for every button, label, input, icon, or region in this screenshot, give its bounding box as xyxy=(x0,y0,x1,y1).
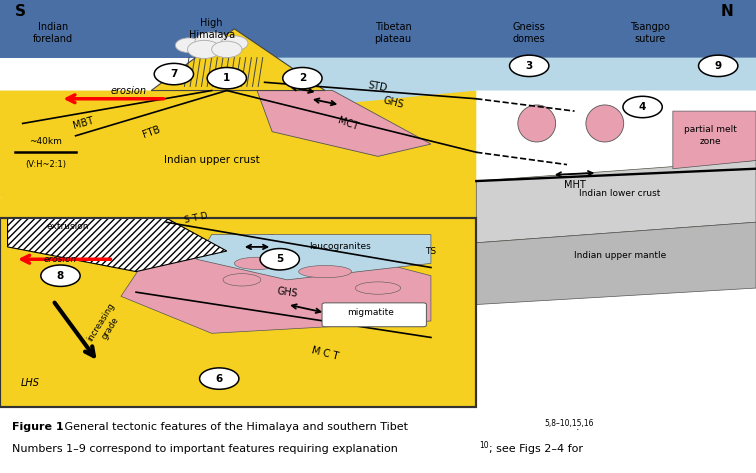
Text: erosion: erosion xyxy=(110,86,147,96)
Text: zone: zone xyxy=(700,138,721,147)
Text: GHS: GHS xyxy=(276,286,299,298)
Text: ~40km: ~40km xyxy=(29,137,62,146)
Text: 3: 3 xyxy=(525,61,533,71)
Text: FTB: FTB xyxy=(141,124,162,140)
Text: increasing
grade: increasing grade xyxy=(86,301,125,349)
Text: M C T: M C T xyxy=(311,346,339,362)
Ellipse shape xyxy=(586,105,624,142)
Text: 5,8–10,15,16: 5,8–10,15,16 xyxy=(544,419,593,428)
Text: Tibetan
plateau: Tibetan plateau xyxy=(374,22,412,44)
Text: Indian
foreland: Indian foreland xyxy=(33,22,73,44)
Text: High
Himalaya: High Himalaya xyxy=(188,18,235,40)
Text: 5: 5 xyxy=(276,254,284,264)
Text: extrusion: extrusion xyxy=(47,222,89,231)
Bar xyxy=(0,218,476,407)
Circle shape xyxy=(154,63,194,85)
Polygon shape xyxy=(476,160,756,243)
Text: S: S xyxy=(15,4,26,19)
Circle shape xyxy=(623,96,662,118)
Circle shape xyxy=(283,68,322,89)
Text: MCT: MCT xyxy=(336,115,359,132)
Text: General tectonic features of the Himalaya and southern Tibet: General tectonic features of the Himalay… xyxy=(61,422,408,432)
Polygon shape xyxy=(0,0,756,58)
Ellipse shape xyxy=(234,257,280,270)
Text: .: . xyxy=(576,422,579,432)
Text: (V:H~2:1): (V:H~2:1) xyxy=(25,160,66,169)
Text: migmatite: migmatite xyxy=(347,308,394,317)
Text: 1: 1 xyxy=(223,73,231,83)
Text: MBT: MBT xyxy=(72,116,94,131)
Text: 6: 6 xyxy=(215,374,223,384)
Polygon shape xyxy=(121,235,431,333)
Polygon shape xyxy=(0,181,476,255)
Circle shape xyxy=(221,36,248,51)
Text: 2: 2 xyxy=(299,73,306,83)
Ellipse shape xyxy=(223,274,261,286)
Ellipse shape xyxy=(355,282,401,294)
Text: S T D: S T D xyxy=(184,211,209,225)
Text: 4: 4 xyxy=(639,102,646,112)
Text: Indian lower crust: Indian lower crust xyxy=(579,189,661,198)
Text: partial melt: partial melt xyxy=(684,125,737,134)
Text: 7: 7 xyxy=(170,69,178,79)
Polygon shape xyxy=(257,90,431,157)
Ellipse shape xyxy=(518,105,556,142)
Polygon shape xyxy=(197,235,431,280)
Polygon shape xyxy=(0,90,756,288)
Polygon shape xyxy=(8,218,227,272)
Text: STD: STD xyxy=(367,80,389,93)
Circle shape xyxy=(187,40,221,59)
Text: N: N xyxy=(720,4,733,19)
Bar xyxy=(0,218,476,407)
Text: Numbers 1–9 correspond to important features requiring explanation: Numbers 1–9 correspond to important feat… xyxy=(11,444,398,454)
Circle shape xyxy=(510,55,549,77)
Polygon shape xyxy=(476,222,756,305)
Circle shape xyxy=(200,368,239,389)
Text: 10: 10 xyxy=(479,441,488,450)
Circle shape xyxy=(41,265,80,287)
Text: GHS: GHS xyxy=(382,96,404,110)
Text: Indian upper crust: Indian upper crust xyxy=(164,156,259,166)
Polygon shape xyxy=(151,29,325,90)
Circle shape xyxy=(212,41,242,58)
FancyBboxPatch shape xyxy=(322,303,426,327)
Text: Indian upper mantle: Indian upper mantle xyxy=(574,251,666,260)
Text: Gneiss
domes: Gneiss domes xyxy=(513,22,546,44)
Circle shape xyxy=(207,68,246,89)
Circle shape xyxy=(195,32,228,50)
Ellipse shape xyxy=(299,265,352,278)
Text: erosion: erosion xyxy=(44,255,77,264)
Text: leucogranites: leucogranites xyxy=(309,242,371,252)
Text: LHS: LHS xyxy=(20,378,40,388)
Circle shape xyxy=(175,38,203,53)
Text: Tsangpo
suture: Tsangpo suture xyxy=(631,22,670,44)
Text: ; see Figs 2–4 for: ; see Figs 2–4 for xyxy=(488,444,583,454)
Text: TS: TS xyxy=(426,246,436,255)
Circle shape xyxy=(699,55,738,77)
Text: 8: 8 xyxy=(57,271,64,280)
Polygon shape xyxy=(265,58,756,111)
Text: MHT: MHT xyxy=(564,180,585,190)
Polygon shape xyxy=(673,111,756,169)
Text: 9: 9 xyxy=(714,61,722,71)
Circle shape xyxy=(260,248,299,270)
Text: Figure 1: Figure 1 xyxy=(11,422,64,432)
